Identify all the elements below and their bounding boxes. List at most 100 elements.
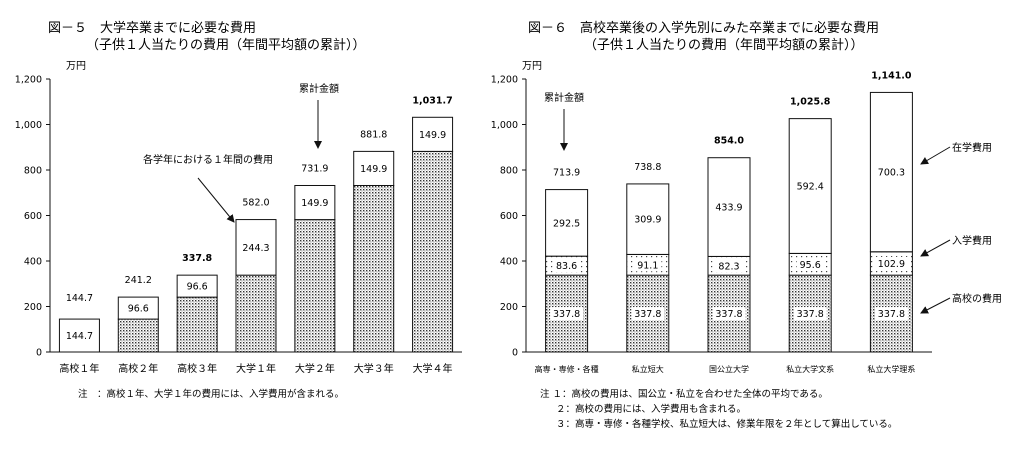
chart6-legend-zaigaku-arrow bbox=[920, 146, 951, 165]
chart6-y-tick-label: 600 bbox=[500, 211, 518, 222]
chart6-bar-segment bbox=[626, 183, 670, 255]
chart6-category-label: 私立大学理系 bbox=[867, 364, 915, 374]
chart6-total-label: 1,141.0 bbox=[871, 70, 912, 81]
chart5-total-label: 881.8 bbox=[360, 129, 387, 140]
chart6-legend-zaigaku: 在学費用 bbox=[952, 141, 992, 154]
chart5-bar-segment bbox=[117, 318, 159, 353]
chart6-segment-label: 102.9 bbox=[878, 259, 905, 270]
chart5-total-label: 337.8 bbox=[182, 253, 212, 264]
chart5-bar-segment bbox=[412, 150, 454, 353]
chart6-note-1: 注 １：高校の費用は、国公立・私立を合わせた全体の平均である。 bbox=[540, 388, 828, 400]
chart5-segment-label: 149.9 bbox=[419, 130, 446, 141]
chart6-bar-segment bbox=[545, 189, 589, 257]
chart5-category-label: 高校３年 bbox=[177, 362, 217, 375]
chart5-bar-segment bbox=[58, 318, 100, 353]
chart5-segment-label: 96.6 bbox=[187, 282, 208, 293]
chart5-category-label: 大学４年 bbox=[413, 362, 453, 375]
chart6-subtitle: （子供１人当たりの費用（年間平均額の累計）） bbox=[584, 37, 864, 53]
chart6-category-label: 国公立大学 bbox=[709, 364, 749, 374]
chart6-legend-koukou-arrow bbox=[920, 297, 951, 314]
chart6-segment-label: 592.4 bbox=[797, 182, 824, 193]
chart6-title: 図－６ 高校卒業後の入学先別にみた卒業までに必要な費用 bbox=[528, 20, 879, 36]
chart5-y-unit: 万円 bbox=[66, 61, 86, 72]
chart6-segment-label-bg bbox=[874, 307, 908, 321]
chart5-y-tick-label: 200 bbox=[24, 302, 42, 313]
chart6-segment-label-bg bbox=[631, 307, 665, 321]
chart6-segment-label: 91.1 bbox=[637, 260, 658, 271]
chart5-segment-label: 149.9 bbox=[360, 164, 387, 175]
chart6-bar-segment bbox=[788, 118, 832, 254]
chart5-category-label: 高校１年 bbox=[59, 362, 99, 375]
chart6-legend-nyugaku-arrow bbox=[920, 239, 951, 257]
chart5-total-label: 582.0 bbox=[242, 198, 269, 209]
chart5-bar-segment bbox=[353, 150, 395, 186]
chart5-subtitle: （子供１人当たりの費用（年間平均額の累計）） bbox=[86, 37, 366, 53]
chart6-segment-label: 337.8 bbox=[878, 309, 905, 320]
chart5-bar-segment bbox=[235, 219, 277, 276]
chart6-legend-koukou: 高校の費用 bbox=[952, 292, 1002, 305]
chart6-y-tick-label: 800 bbox=[500, 166, 518, 177]
chart6-total-label: 738.8 bbox=[634, 162, 661, 173]
chart5-segment-label: 96.6 bbox=[128, 304, 149, 315]
chart6-segment-label: 337.8 bbox=[634, 309, 661, 320]
chart5-y-tick-label: 800 bbox=[24, 166, 42, 177]
chart-marks: 0 200 400 600 800 1,000 1,200 144.7 144.7 高校１年 96.… bbox=[15, 70, 932, 375]
chart6-y-tick-label: 400 bbox=[500, 257, 518, 268]
chart5-bar-segment bbox=[412, 116, 454, 152]
chart5-bar-segment bbox=[294, 219, 336, 353]
chart5-category-label: 大学２年 bbox=[295, 362, 335, 375]
chart5-category-label: 大学３年 bbox=[354, 362, 394, 375]
chart5-total-label: 731.9 bbox=[301, 163, 328, 174]
chart5-segment-label: 244.3 bbox=[242, 243, 269, 254]
chart5-category-label: 大学１年 bbox=[236, 362, 276, 375]
chart6-segment-label-bg bbox=[715, 259, 743, 273]
chart6-category-label: 私立短大 bbox=[632, 364, 664, 374]
chart6-segment-label: 337.8 bbox=[715, 309, 742, 320]
chart6-total-label: 854.0 bbox=[714, 136, 744, 147]
chart5-y-tick-label: 400 bbox=[24, 257, 42, 268]
chart5-bar-segment bbox=[176, 274, 218, 298]
chart6-category-label: 私立大学文系 bbox=[786, 364, 834, 374]
chart5-y-tick-label: 1,200 bbox=[15, 75, 42, 86]
chart5-yearly-arrow bbox=[197, 177, 235, 223]
chart6-total-label: 1,025.8 bbox=[790, 97, 831, 108]
chart6-y-tick-label: 1,200 bbox=[491, 75, 518, 86]
chart5-segment-label: 144.7 bbox=[66, 331, 93, 342]
chart5-total-label: 1,031.7 bbox=[412, 95, 452, 106]
chart6-legend-nyugaku: 入学費用 bbox=[952, 234, 992, 247]
chart6-segment-label: 309.9 bbox=[634, 215, 661, 226]
chart6-segment-label: 700.3 bbox=[878, 168, 905, 179]
chart5-title: 図－５ 大学卒業までに必要な費用 bbox=[48, 20, 256, 36]
chart6-segment-label-bg bbox=[550, 307, 584, 321]
chart6-segment-label-bg bbox=[796, 257, 824, 271]
chart5-bar-segment bbox=[353, 184, 395, 353]
chart6-segment-label: 292.5 bbox=[553, 218, 580, 229]
chart6-segment-label: 433.9 bbox=[715, 203, 742, 214]
chart5-bar-segment bbox=[235, 274, 277, 353]
chart5-total-label: 144.7 bbox=[66, 293, 93, 304]
chart6-y-tick-label: 1,000 bbox=[491, 120, 518, 131]
chart6-y-unit: 万円 bbox=[522, 61, 542, 72]
chart6-segment-label: 82.3 bbox=[718, 261, 739, 272]
chart5-y-tick-label: 0 bbox=[36, 348, 42, 359]
chart6-category-label: 高専・専修・各種 bbox=[535, 364, 599, 374]
chart6-segment-label: 337.8 bbox=[553, 309, 580, 320]
chart6-segment-label: 83.6 bbox=[556, 261, 577, 272]
chart6-segment-label-bg bbox=[712, 307, 746, 321]
chart5-segment-label: 149.9 bbox=[301, 198, 328, 209]
chart5-annotation-yearly: 各学年における１年間の費用 bbox=[143, 153, 273, 166]
chart5-bar-segment bbox=[117, 296, 159, 320]
chart6-segment-label-bg bbox=[634, 258, 662, 272]
chart5-y-tick-label: 600 bbox=[24, 211, 42, 222]
chart5-bar-segment bbox=[176, 296, 218, 353]
chart6-segment-label: 95.6 bbox=[800, 260, 821, 271]
chart6-y-tick-label: 0 bbox=[512, 348, 518, 359]
chart6-note-2: ２：高校の費用には、入学費用も含まれる。 bbox=[556, 403, 746, 415]
chart5-category-label: 高校２年 bbox=[118, 362, 158, 375]
chart5-y-tick-label: 1,000 bbox=[15, 120, 42, 131]
chart5-note: 注 ：高校１年、大学１年の費用には、入学費用が含まれる。 bbox=[78, 388, 344, 400]
chart6-segment-label-bg bbox=[874, 256, 908, 270]
chart6-bar-segment bbox=[707, 157, 751, 257]
chart5-annotation-cumulative: 累計金額 bbox=[299, 82, 339, 95]
